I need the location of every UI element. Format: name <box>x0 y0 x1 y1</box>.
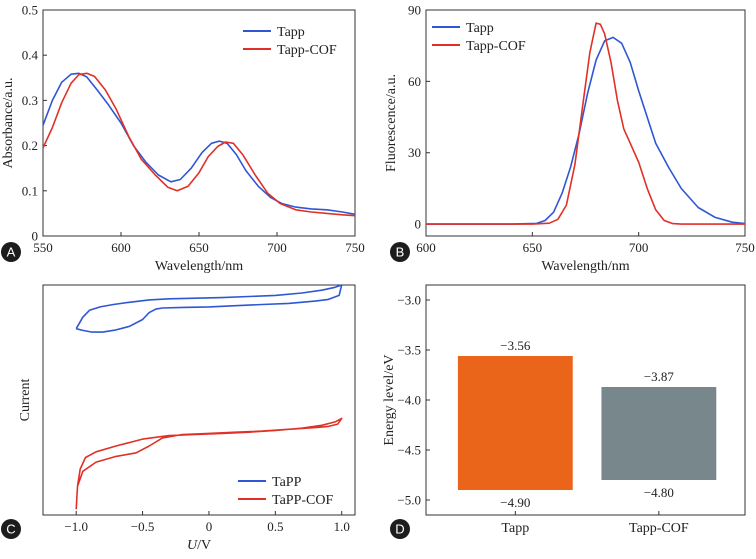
x-tick-label: 650 <box>189 240 209 255</box>
y-tick-label: −4.5 <box>397 443 421 458</box>
y-tick-label: −3.0 <box>397 293 421 308</box>
legend-label-tapp-cof: Tapp-COF <box>277 43 337 58</box>
panel-letter-c: C <box>6 522 15 537</box>
panel-c: C −1.0 −0.5 0 0.5 1.0 U/V Current TaPP TaPP-COF <box>1 284 356 553</box>
series-line-tapp <box>426 36 746 225</box>
panel-badge-b <box>390 242 410 262</box>
y-tick-label: 0.2 <box>22 138 38 153</box>
x-axis-label: U/V <box>187 538 211 553</box>
series-line-tapp-cof <box>42 72 356 217</box>
panel-d: D −3.0 −3.5 −4.0 −4.5 −5.0 Energy level/eV −3.5… <box>382 284 746 539</box>
panel-badge-a <box>1 242 21 262</box>
x-category-label: Tapp <box>501 521 529 536</box>
bar-top-label: −3.87 <box>644 369 675 384</box>
bar-top-label: −3.56 <box>500 338 531 353</box>
x-tick-label: 0.5 <box>267 519 283 534</box>
x-tick-label: 600 <box>111 240 131 255</box>
x-tick-label: 1.0 <box>334 519 350 534</box>
x-tick-label: 0 <box>206 519 213 534</box>
plot-frame-c <box>42 284 356 516</box>
panel-a: A 550 600 650 700 750 0 0.1 0.2 0.3 0.4 0.5 Waveleng… <box>1 3 365 274</box>
x-tick-label: −1.0 <box>64 519 88 534</box>
bar-tapp-cof <box>601 387 717 480</box>
legend-label-tapp-cof: TaPP-COF <box>272 493 333 508</box>
y-tick-label: 0 <box>415 217 422 232</box>
x-category-label: Tapp-COF <box>629 521 689 536</box>
x-tick-label: −0.5 <box>131 519 155 534</box>
bar-tapp <box>457 356 573 490</box>
x-tick-label: 650 <box>523 240 543 255</box>
x-tick-label: 700 <box>267 240 287 255</box>
x-tick-label: 750 <box>345 240 365 255</box>
panel-badge-d <box>390 519 410 539</box>
y-tick-label: 60 <box>408 74 421 89</box>
y-tick-label: 30 <box>408 145 421 160</box>
bar-bottom-label: −4.80 <box>644 485 674 500</box>
x-axis-label: Wavelength/nm <box>541 259 629 274</box>
panel-b: B 600 650 700 750 0 30 60 90 Wavelength/nm Fluores… <box>384 3 755 275</box>
y-tick-label: −5.0 <box>397 493 421 508</box>
bar-bottom-label: −4.90 <box>500 495 530 510</box>
panel-letter-b: B <box>396 245 405 260</box>
x-axis-label: Wavelength/nm <box>155 259 243 274</box>
legend-label-tapp: Tapp <box>466 21 494 36</box>
series-line-tapp-cof <box>426 22 745 225</box>
panel-letter-a: A <box>7 245 16 260</box>
panel-letter-d: D <box>395 522 404 537</box>
y-tick-label: 0.5 <box>22 3 38 18</box>
y-tick-label: 0.1 <box>22 183 38 198</box>
x-tick-label: 700 <box>629 240 649 255</box>
x-tick-label: 750 <box>735 240 755 255</box>
legend-label-tapp: Tapp <box>277 25 305 40</box>
y-axis-label: Fluorescence/a.u. <box>384 74 399 172</box>
y-tick-label: 0 <box>32 229 39 244</box>
y-tick-label: −4.0 <box>397 393 421 408</box>
series-line-tapp <box>42 72 356 216</box>
series-line-tapp <box>75 284 343 333</box>
y-axis-label: Current <box>18 379 33 422</box>
y-tick-label: 90 <box>408 3 421 18</box>
plot-frame-b <box>425 9 746 237</box>
x-tick-label: 600 <box>416 240 436 255</box>
y-axis-label: Energy level/eV <box>382 354 397 445</box>
series-line-tapp-cof <box>75 417 343 510</box>
y-tick-label: −3.5 <box>397 343 421 358</box>
legend-label-tapp: TaPP <box>272 475 302 490</box>
panel-badge-c <box>1 519 21 539</box>
x-tick-label: 550 <box>33 240 53 255</box>
y-tick-label: 0.3 <box>22 93 38 108</box>
legend-label-tapp-cof: Tapp-COF <box>466 39 526 54</box>
y-axis-label: Absorbance/a.u. <box>1 78 16 169</box>
y-tick-label: 0.4 <box>22 48 39 63</box>
